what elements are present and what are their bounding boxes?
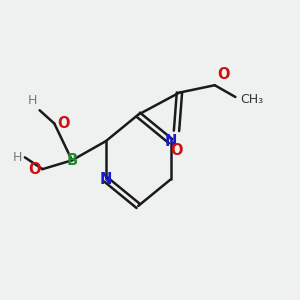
Text: H: H <box>13 151 22 164</box>
Text: B: B <box>66 153 77 168</box>
Text: O: O <box>218 67 230 82</box>
Text: H: H <box>27 94 37 107</box>
Text: O: O <box>28 162 41 177</box>
Text: O: O <box>57 116 70 131</box>
Text: CH₃: CH₃ <box>240 93 263 106</box>
Text: O: O <box>170 142 183 158</box>
Text: N: N <box>164 134 177 149</box>
Text: N: N <box>100 172 112 187</box>
